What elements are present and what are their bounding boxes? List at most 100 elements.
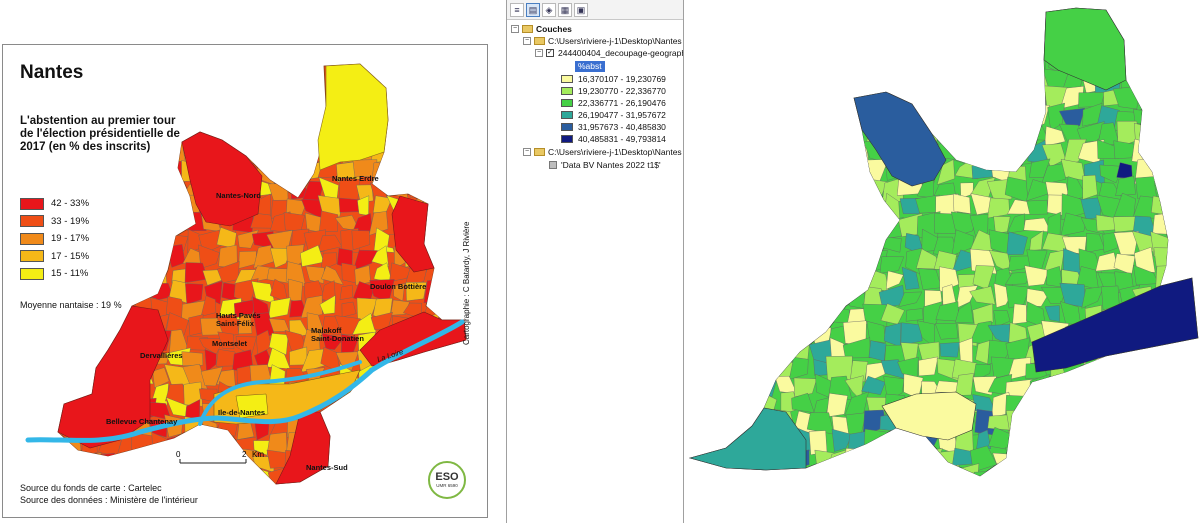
polling-zone xyxy=(1006,122,1032,142)
polling-zone xyxy=(987,109,1014,132)
polling-zone xyxy=(1166,32,1186,59)
legend-swatch xyxy=(20,197,44,210)
polling-zone xyxy=(794,324,811,345)
toc-class-row[interactable]: 16,370107 - 19,230769 xyxy=(561,73,666,85)
polling-zone xyxy=(205,483,224,484)
logo-main-text: ESO xyxy=(435,470,459,483)
polling-zone xyxy=(825,157,847,182)
class-label: 16,370107 - 19,230769 xyxy=(578,74,666,84)
polling-zone xyxy=(955,373,974,396)
polling-zone xyxy=(796,161,812,181)
options-icon[interactable]: ▣ xyxy=(574,2,588,17)
toc-table[interactable]: 'Data BV Nantes 2022 t1$' xyxy=(549,159,661,171)
toc-class-row[interactable]: 40,485831 - 49,793814 xyxy=(561,133,666,145)
toc-layer[interactable]: − ✓ 244400404_decoupage-geograph xyxy=(535,47,683,59)
polling-zone xyxy=(1153,416,1173,436)
polling-zone xyxy=(1152,55,1175,75)
polling-zone xyxy=(150,210,174,236)
class-swatch xyxy=(561,75,573,83)
abstention-map-2022[interactable] xyxy=(686,0,1200,523)
polling-zone xyxy=(862,465,888,476)
zone-south-red xyxy=(275,411,331,485)
polling-zone xyxy=(698,409,727,433)
toc-field[interactable]: %abst xyxy=(575,60,605,72)
polling-zone xyxy=(933,32,961,54)
polling-zone xyxy=(1187,175,1198,202)
polling-zone xyxy=(827,49,848,75)
polling-zone xyxy=(720,55,744,73)
polling-zone xyxy=(352,312,377,335)
list-by-drawing-order-icon[interactable]: ≡ xyxy=(510,2,524,17)
toc-group-1[interactable]: − C:\Users\riviere-j-1\Desktop\Nantes xyxy=(523,35,682,47)
polling-zone xyxy=(58,466,72,484)
polling-zone xyxy=(897,453,921,470)
polling-zone xyxy=(789,13,816,38)
polling-zone xyxy=(355,381,378,406)
polling-zone xyxy=(423,419,446,439)
polling-zone xyxy=(793,52,811,77)
polling-zone xyxy=(268,333,289,356)
polling-zone xyxy=(829,22,850,39)
polling-zone xyxy=(1115,175,1136,197)
polling-zone xyxy=(1168,376,1192,402)
polling-zone xyxy=(441,142,461,169)
polling-zone xyxy=(1186,37,1198,57)
toc-root[interactable]: − Couches xyxy=(511,23,572,35)
toc-class-row[interactable]: 19,230770 - 22,336770 xyxy=(561,85,666,97)
polling-zone xyxy=(147,176,173,202)
polling-zone xyxy=(285,142,308,168)
polling-zone xyxy=(1135,434,1153,449)
polling-zone xyxy=(720,35,744,58)
polling-zone xyxy=(436,346,462,372)
list-by-visibility-icon[interactable]: ◈ xyxy=(542,2,556,17)
polling-zone xyxy=(992,71,1013,87)
polling-zone xyxy=(1169,427,1189,448)
polling-zone xyxy=(250,142,270,164)
label-saint-donatien: Saint-Donatien xyxy=(311,334,364,343)
class-swatch xyxy=(561,87,573,95)
polling-zone xyxy=(1008,430,1033,452)
polling-zone xyxy=(897,49,920,75)
polling-zone xyxy=(864,33,889,55)
polling-zone xyxy=(422,126,441,147)
polling-zone xyxy=(936,51,955,76)
toc-class-row[interactable]: 22,336771 - 26,190476 xyxy=(561,97,666,109)
list-by-selection-icon[interactable]: ▦ xyxy=(558,2,572,17)
polling-zone xyxy=(62,330,87,356)
polling-zone xyxy=(970,70,993,93)
list-by-source-icon[interactable]: ▤ xyxy=(526,2,540,17)
field-name: %abst xyxy=(575,60,605,72)
polling-zone xyxy=(1100,390,1119,419)
layers-folder-icon xyxy=(522,25,533,33)
collapse-icon[interactable]: − xyxy=(535,49,543,57)
polling-zone xyxy=(1185,411,1198,436)
polling-zone xyxy=(320,252,338,271)
polling-zone xyxy=(62,313,86,334)
polling-zone xyxy=(459,163,466,181)
polling-zone xyxy=(321,332,344,350)
collapse-icon[interactable]: − xyxy=(523,148,531,156)
polling-zone xyxy=(82,333,105,350)
polling-zone xyxy=(847,53,872,74)
polling-zone xyxy=(788,357,809,380)
polling-zone xyxy=(368,483,391,484)
polling-zone xyxy=(810,178,831,196)
toc-class-row[interactable]: 31,957673 - 40,485830 xyxy=(561,121,666,133)
polling-zone xyxy=(735,92,754,112)
toc-group-2[interactable]: − C:\Users\riviere-j-1\Desktop\Nantes xyxy=(523,146,682,158)
polling-zone xyxy=(690,398,703,414)
polling-zone xyxy=(1130,68,1157,94)
polling-zone xyxy=(1119,466,1141,476)
polling-zone xyxy=(1078,410,1104,436)
toc-class-row[interactable]: 26,190477 - 31,957672 xyxy=(561,109,666,121)
polling-zone xyxy=(388,473,409,484)
layer-visibility-checkbox[interactable]: ✓ xyxy=(546,49,554,57)
legend-swatch xyxy=(20,250,44,263)
polling-zone xyxy=(130,195,150,220)
collapse-icon[interactable]: − xyxy=(523,37,531,45)
polling-zone xyxy=(1004,447,1025,473)
polling-zone xyxy=(969,49,998,77)
polling-zone xyxy=(986,121,1013,146)
collapse-icon[interactable]: − xyxy=(511,25,519,33)
polling-zone xyxy=(698,8,723,23)
